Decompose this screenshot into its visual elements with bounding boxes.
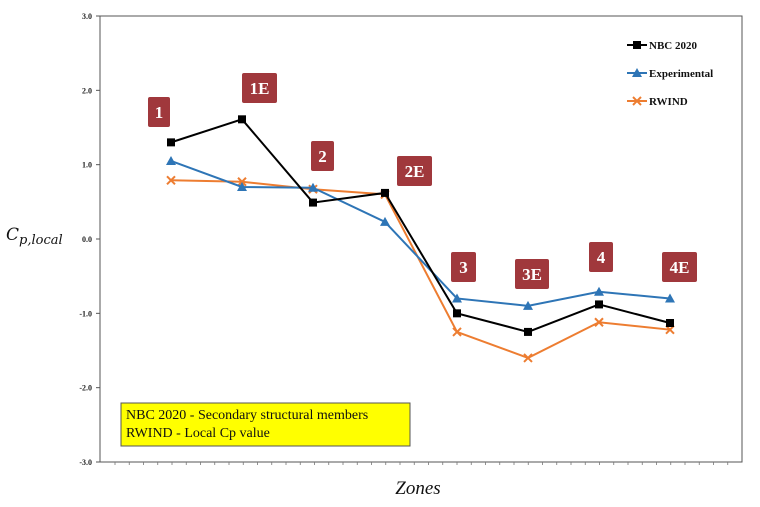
- y-tick-label: -3.0: [79, 458, 92, 467]
- zone-label-box: [397, 156, 432, 186]
- plot-border: [99, 15, 743, 463]
- y-axis-label: Cp,local: [6, 225, 63, 248]
- zone-label-text: 3E: [522, 265, 542, 284]
- zone-label-2e: 2E: [397, 156, 432, 186]
- marker-square: [167, 138, 175, 147]
- marker-x: [452, 327, 462, 337]
- zone-label-3: 3: [451, 252, 476, 282]
- marker-x: [166, 175, 176, 185]
- legend: NBC 2020 Experimental RWIND: [627, 40, 713, 108]
- legend-label: Experimental: [649, 68, 713, 80]
- zone-label-box: [515, 259, 549, 289]
- marker-triangle: [166, 155, 176, 165]
- series-line: [170, 179, 671, 360]
- marker-square: [309, 198, 317, 207]
- y-axis-label-main: C: [6, 225, 19, 245]
- zone-label-text: 2: [318, 147, 327, 166]
- marker-x: [237, 177, 247, 187]
- annotation-line-1: NBC 2020 - Secondary structural members: [126, 408, 368, 423]
- zone-label-box: [148, 97, 170, 127]
- marker-triangle: [237, 181, 247, 191]
- zone-labels: 1 1E 2 2E 3 3E 4 4E: [148, 73, 697, 289]
- series-experimental: [166, 155, 675, 310]
- legend-item-rwind: RWIND: [627, 96, 688, 108]
- series-layer: [166, 115, 675, 363]
- y-axis: 3.0 2.0 1.0 0.0 -1.0 -2.0 -3.0: [79, 12, 100, 467]
- series-line: [170, 160, 671, 307]
- marker-triangle: [632, 68, 642, 77]
- plot-area: [99, 15, 743, 463]
- zone-label-box: [662, 252, 697, 282]
- marker-x: [523, 353, 533, 363]
- zone-label-text: 3: [459, 258, 468, 277]
- marker-square: [453, 309, 461, 318]
- marker-x: [632, 96, 642, 106]
- y-tick-label: 2.0: [82, 86, 92, 95]
- y-tick-label: -1.0: [79, 309, 92, 318]
- y-tick-label: 1.0: [82, 161, 92, 170]
- zone-label-box: [451, 252, 476, 282]
- series-line: [170, 118, 671, 333]
- marker-triangle: [308, 182, 318, 192]
- marker-square: [524, 327, 532, 336]
- marker-triangle: [452, 293, 462, 303]
- zone-label-1e: 1E: [242, 73, 277, 103]
- marker-square: [381, 188, 389, 197]
- marker-triangle: [523, 300, 533, 310]
- legend-label: NBC 2020: [649, 40, 697, 52]
- series-rwind: [166, 175, 675, 363]
- y-tick-label: 0.0: [82, 235, 92, 244]
- zone-label-3e: 3E: [515, 259, 549, 289]
- zone-label-2: 2: [311, 141, 334, 171]
- zone-label-1: 1: [148, 97, 170, 127]
- marker-x: [594, 317, 604, 327]
- zone-label-4e: 4E: [662, 252, 697, 282]
- y-tick-label: -2.0: [79, 384, 92, 393]
- annotation-background: [120, 402, 411, 447]
- marker-triangle: [380, 216, 390, 226]
- zone-label-text: 4: [597, 248, 606, 267]
- series-nbc-2020: [167, 115, 674, 336]
- zone-label-4: 4: [589, 242, 613, 272]
- marker-triangle: [665, 293, 675, 303]
- annotation-line-2: RWIND - Local Cp value: [126, 426, 270, 441]
- x-axis-label: Zones: [395, 478, 440, 499]
- annotation-box: NBC 2020 - Secondary structural members …: [120, 402, 411, 447]
- marker-square: [666, 318, 674, 327]
- marker-triangle: [594, 286, 604, 296]
- marker-square: [595, 300, 603, 309]
- y-axis-label-subscript: p,local: [19, 233, 63, 248]
- zone-label-box: [311, 141, 334, 171]
- zone-label-text: 4E: [670, 258, 690, 277]
- zone-label-text: 1E: [250, 79, 270, 98]
- zone-label-box: [242, 73, 277, 103]
- legend-item-experimental: Experimental: [627, 68, 713, 80]
- marker-x: [665, 324, 675, 335]
- zone-label-text: 1: [155, 103, 164, 122]
- legend-label: RWIND: [649, 96, 688, 108]
- y-tick-label: 3.0: [82, 12, 92, 21]
- marker-square: [633, 41, 641, 49]
- zone-label-box: [589, 242, 613, 272]
- zone-label-text: 2E: [405, 162, 425, 181]
- x-axis: [114, 462, 729, 465]
- marker-square: [238, 115, 246, 124]
- legend-item-nbc-2020: NBC 2020: [627, 40, 697, 52]
